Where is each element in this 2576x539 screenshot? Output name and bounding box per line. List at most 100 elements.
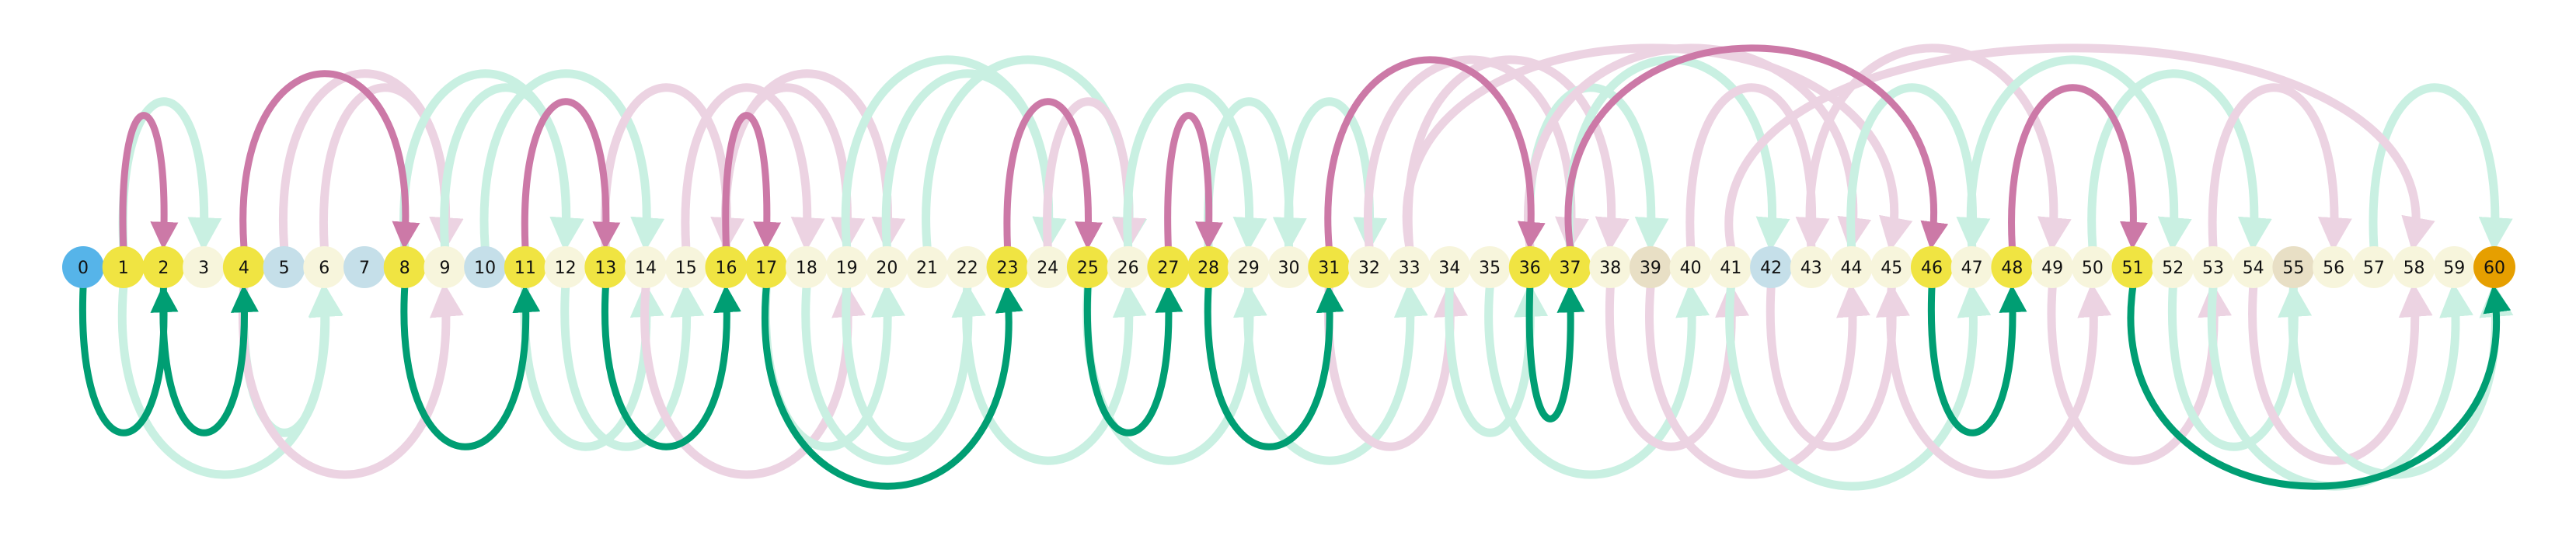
node-40: 40 [1669,246,1712,288]
path-arc-16-to-17 [722,112,782,250]
node-50: 50 [2071,246,2114,288]
node-22: 22 [946,246,988,288]
node-circle-46 [1910,246,1953,288]
node-circle-54 [2232,246,2274,288]
node-label-40: 40 [1680,259,1702,278]
node-57: 57 [2352,246,2395,288]
faint-arc-4-to-9 [238,282,464,479]
node-circle-0 [62,246,104,288]
node-circle-58 [2393,246,2435,288]
node-label-59: 59 [2443,259,2465,278]
node-13: 13 [584,246,627,288]
node-3: 3 [183,246,225,288]
node-circle-60 [2473,246,2515,288]
path-arc-37-to-46 [1564,44,1949,250]
node-34: 34 [1428,246,1471,288]
node-circle-18 [785,246,828,288]
path-arc-13-to-16 [601,284,741,450]
node-28: 28 [1187,246,1230,288]
faint-arc-8-to-12 [399,69,584,252]
node-label-20: 20 [876,259,898,278]
faint-arc-40-to-43 [1685,83,1830,252]
node-circle-17 [745,246,788,288]
faint-arc-31-to-34 [1323,282,1469,451]
node-circle-20 [866,246,908,288]
node-circle-41 [1710,246,1752,288]
node-32: 32 [1347,246,1390,288]
node-39: 39 [1629,246,1671,288]
node-circle-10 [464,246,507,288]
node-35: 35 [1469,246,1511,288]
node-circle-3 [183,246,225,288]
node-circle-15 [664,246,707,288]
faint-arc-13-to-16 [600,83,745,252]
node-circle-26 [1107,246,1149,288]
node-41: 41 [1710,246,1752,288]
faint-arc-50-to-54 [2087,69,2272,252]
node-37: 37 [1549,246,1591,288]
path-arcs-layer [78,44,2512,490]
node-label-32: 32 [1358,259,1380,278]
node-label-49: 49 [2041,259,2063,278]
nodes-layer: 0 1 2 3 4 5 6 7 8 9 10 11 12 13 14 15 16 17 18 19 20 21 22 23 24… [62,246,2515,288]
faint-arc-49-to-53 [2047,282,2233,465]
node-label-13: 13 [594,259,616,278]
faint-arc-5-to-9 [278,69,464,252]
node-label-4: 4 [239,259,249,278]
path-arc-31-to-36 [1324,56,1546,250]
node-33: 33 [1388,246,1431,288]
node-43: 43 [1790,246,1832,288]
node-label-19: 19 [836,259,858,278]
node-label-53: 53 [2202,259,2224,278]
node-circle-2 [142,246,185,288]
faint-arc-57-to-60 [2369,83,2513,252]
node-label-7: 7 [359,259,370,278]
node-label-47: 47 [1961,259,1983,278]
faint-arc-41-to-47 [1725,282,1992,491]
faint-arc-34-to-36 [1445,282,1549,437]
faint-arc-12-to-15 [560,282,705,451]
node-circle-8 [383,246,426,288]
node-48: 48 [1991,246,2034,288]
path-arc-4-to-8 [239,70,420,250]
node-label-3: 3 [198,259,209,278]
path-arc-23-to-25 [1003,98,1103,250]
path-arc-11-to-13 [521,98,621,250]
node-58: 58 [2393,246,2435,288]
node-59: 59 [2433,246,2476,288]
node-label-60: 60 [2484,259,2505,278]
faint-arc-20-to-24 [881,69,1067,252]
node-circle-56 [2313,246,2355,288]
node-label-28: 28 [1197,259,1219,278]
node-14: 14 [625,246,668,288]
faint-arc-26-to-29 [1123,83,1267,252]
node-45: 45 [1870,246,1913,288]
node-label-52: 52 [2162,259,2184,278]
node-label-42: 42 [1760,259,1782,278]
node-circle-13 [584,246,627,288]
node-label-50: 50 [2082,259,2104,278]
path-arc-36-to-37 [1525,284,1585,423]
node-51: 51 [2111,246,2154,288]
node-label-17: 17 [755,259,777,278]
node-circle-59 [2433,246,2476,288]
faint-arc-30-to-32 [1284,97,1388,252]
node-circle-25 [1066,246,1109,288]
node-17: 17 [745,246,788,288]
node-circle-9 [424,246,466,288]
node-label-56: 56 [2323,259,2344,278]
node-label-46: 46 [1921,259,1943,278]
faint-arc-52-to-55 [2167,282,2313,451]
node-label-27: 27 [1157,259,1179,278]
faint-arc-43-to-49 [1805,43,2072,252]
node-circle-27 [1147,246,1190,288]
node-24: 24 [1027,246,1069,288]
node-circle-5 [263,246,305,288]
node-label-57: 57 [2363,259,2385,278]
faint-arc-24-to-26 [1043,97,1146,252]
node-10: 10 [464,246,507,288]
node-circle-43 [1790,246,1832,288]
faint-arc-38-to-41 [1605,282,1750,451]
node-label-34: 34 [1438,259,1460,278]
path-arc-28-to-31 [1204,284,1344,450]
